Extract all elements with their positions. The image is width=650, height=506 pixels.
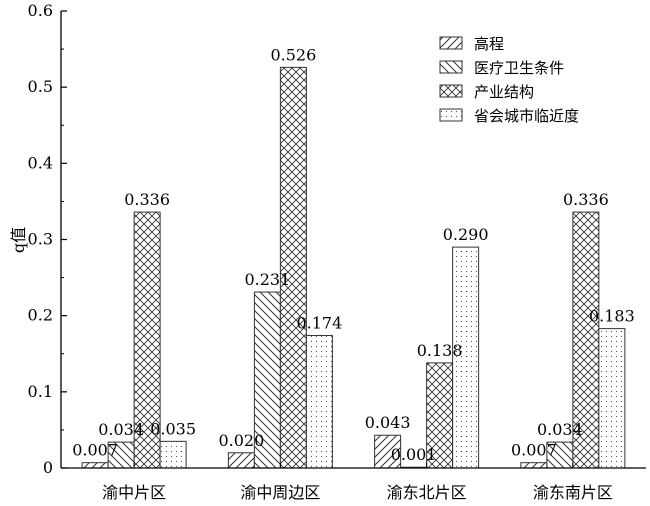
data-label: 0.034 (537, 420, 583, 439)
bar-crosshatch-3 (426, 362, 454, 469)
data-labels-layer: 0.007 0.020 0.043 0.007 0.034 0.231 0.001 0.034… (72, 45, 635, 464)
data-label: 0.290 (443, 225, 489, 244)
bar-diagonal-up-2 (227, 452, 255, 469)
bar-crosshatch-1 (133, 211, 161, 469)
data-label: 0.007 (72, 441, 118, 460)
data-label: 0.001 (391, 445, 437, 464)
bar-diagonal-up-1 (81, 462, 109, 469)
y-tick-label: 0.6 (28, 1, 53, 20)
bar-crosshatch-4 (572, 211, 600, 469)
data-label: 0.007 (511, 441, 557, 460)
data-label: 0.336 (124, 190, 170, 209)
legend-label: 产业结构 (474, 83, 534, 101)
bar-diagonal-up-4 (520, 462, 548, 469)
x-category-label: 渝东南片区 (533, 483, 613, 502)
data-label: 0.231 (244, 270, 290, 289)
data-label: 0.043 (365, 413, 411, 432)
data-label: 0.034 (98, 420, 144, 439)
bar-dots-4 (598, 328, 626, 469)
y-tick-label: 0.2 (28, 306, 53, 325)
y-tick-label: 0.1 (28, 382, 53, 401)
x-category-label: 渝中周边区 (240, 483, 320, 502)
data-label: 0.183 (589, 307, 635, 326)
y-tick-label: 0.5 (28, 77, 53, 96)
bar-dots-2 (305, 334, 333, 469)
x-category-label: 渝东北片区 (387, 483, 467, 502)
y-axis-label: q值 (9, 227, 28, 253)
data-label: 0.174 (296, 313, 342, 332)
bar-dots-1 (159, 440, 187, 469)
data-label: 0.526 (270, 45, 316, 64)
bars-layer (81, 66, 626, 469)
legend-swatch-crosshatch (439, 84, 463, 98)
legend-swatch-diagonal-up (439, 36, 463, 50)
legend-label: 省会城市临近度 (474, 107, 579, 125)
y-tick-label: 0.3 (28, 230, 53, 249)
bar-diagonal-up-3 (374, 434, 402, 469)
legend-swatch-diagonal-down (439, 60, 463, 74)
y-tick-label: 0.4 (28, 153, 53, 172)
bar-crosshatch-2 (279, 66, 307, 469)
data-label: 0.138 (417, 341, 463, 360)
data-label: 0.336 (563, 190, 609, 209)
legend-label: 高程 (474, 35, 504, 53)
legend-swatch-dots (439, 108, 463, 122)
x-category-label: 渝中片区 (102, 483, 166, 502)
bar-dots-3 (452, 246, 480, 469)
data-label: 0.035 (150, 419, 196, 438)
y-tick-label: 0 (43, 458, 53, 477)
legend-label: 医疗卫生条件 (474, 59, 564, 77)
y-axis-label-group: q值 (9, 227, 28, 253)
axes: 0 0.1 0.2 0.3 0.4 0.5 0.6 渝中片区 渝中周边区 渝东北片区 渝东南片区 (28, 1, 646, 502)
data-label: 0.020 (218, 431, 264, 450)
